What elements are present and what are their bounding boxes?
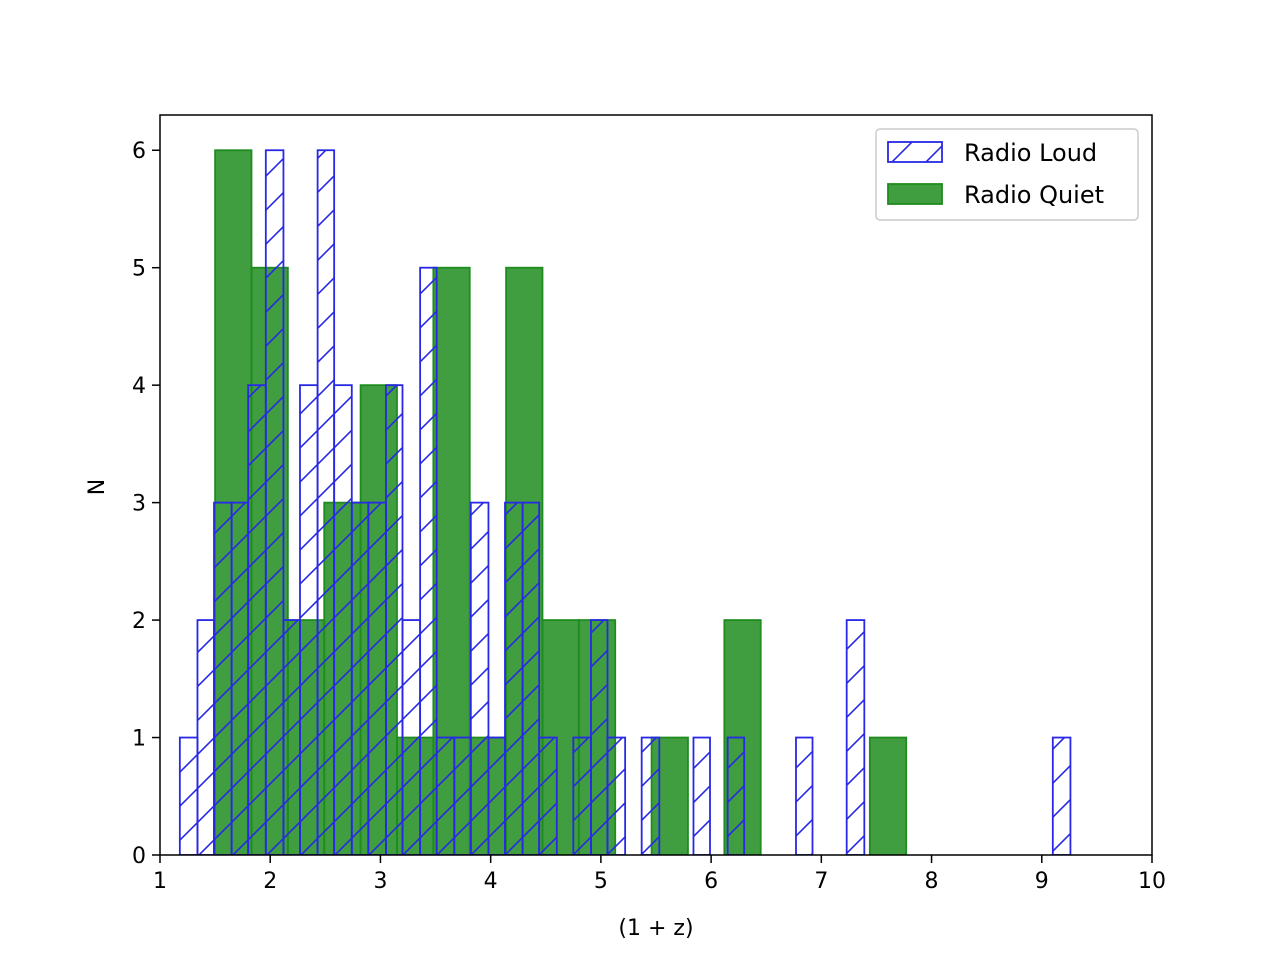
radio-loud-bar-13 xyxy=(401,619,422,855)
y-tick-label: 1 xyxy=(132,727,146,752)
radio-loud-bar-34 xyxy=(845,619,866,855)
legend-swatch-radio-quiet xyxy=(887,183,943,205)
x-tick-label: 5 xyxy=(594,869,608,894)
radio-loud-bar-14 xyxy=(419,266,438,855)
radio-loud-bar-19 xyxy=(504,501,524,855)
radio-loud-bar-33 xyxy=(795,736,814,855)
radio-loud-bar-35 xyxy=(1051,736,1072,855)
radio-loud-bar-18 xyxy=(487,736,506,855)
legend-label-radio-loud: Radio Loud xyxy=(964,139,1097,167)
radio-quiet-bar-13 xyxy=(868,736,908,855)
y-tick-label: 3 xyxy=(132,492,146,517)
radio-loud-bar-2 xyxy=(213,501,233,855)
radio-loud-bar-32 xyxy=(726,736,746,855)
y-tick-label: 5 xyxy=(132,257,146,282)
x-tick-label: 8 xyxy=(925,869,939,894)
y-axis-ticks: 0 1 2 3 4 5 6 xyxy=(132,139,160,869)
radio-loud-bar-16 xyxy=(453,736,472,855)
y-tick-label: 6 xyxy=(132,139,146,164)
legend-label-radio-quiet: Radio Quiet xyxy=(964,181,1104,209)
radio-loud-bar-8 xyxy=(316,149,336,855)
radio-loud-bar-1 xyxy=(196,619,215,855)
plot-frame xyxy=(159,114,1153,856)
radio-loud-bar-30 xyxy=(692,736,711,855)
y-tick-label: 2 xyxy=(132,609,146,634)
radio-loud-bar-17 xyxy=(469,501,490,855)
x-tick-label: 4 xyxy=(484,869,498,894)
x-tick-label: 2 xyxy=(263,869,277,894)
radio-loud-bar-7 xyxy=(299,384,319,855)
x-tick-label: 10 xyxy=(1138,869,1166,894)
radio-loud-bar-6 xyxy=(282,619,301,855)
x-tick-label: 1 xyxy=(153,869,167,894)
radio-loud-bar-25 xyxy=(606,736,627,855)
radio-loud-bar-3 xyxy=(230,501,250,855)
radio-loud-bar-21 xyxy=(538,736,558,855)
radio-loud-bar-9 xyxy=(333,384,353,855)
radio-loud-bar-20 xyxy=(521,501,541,855)
x-tick-label: 6 xyxy=(704,869,718,894)
radio-loud-bar-24 xyxy=(590,619,609,855)
x-tick-label: 7 xyxy=(814,869,828,894)
x-tick-label: 3 xyxy=(373,869,387,894)
y-tick-label: 4 xyxy=(132,374,146,399)
x-tick-label: 9 xyxy=(1035,869,1049,894)
legend-swatch-radio-loud xyxy=(887,141,943,163)
radio-loud-bar-4 xyxy=(247,384,267,855)
radio-loud-bar-12 xyxy=(385,384,404,855)
radio-loud-bar-23 xyxy=(572,736,592,855)
y-axis-label: N xyxy=(85,479,110,495)
y-tick-label: 0 xyxy=(132,844,146,869)
radio-loud-bar-27 xyxy=(640,736,661,855)
x-axis-ticks: 1 2 3 4 5 6 7 8 9 10 xyxy=(153,855,1166,894)
radio-loud-bar-10 xyxy=(350,501,370,855)
x-axis-label: (1 + z) xyxy=(618,916,693,941)
radio-loud-bar-5 xyxy=(264,149,285,855)
legend: Radio Loud Radio Quiet xyxy=(875,128,1139,221)
radio-loud-bar-11 xyxy=(367,501,387,855)
radio-loud-bar-0 xyxy=(178,736,199,855)
radio-loud-bar-15 xyxy=(435,736,456,855)
